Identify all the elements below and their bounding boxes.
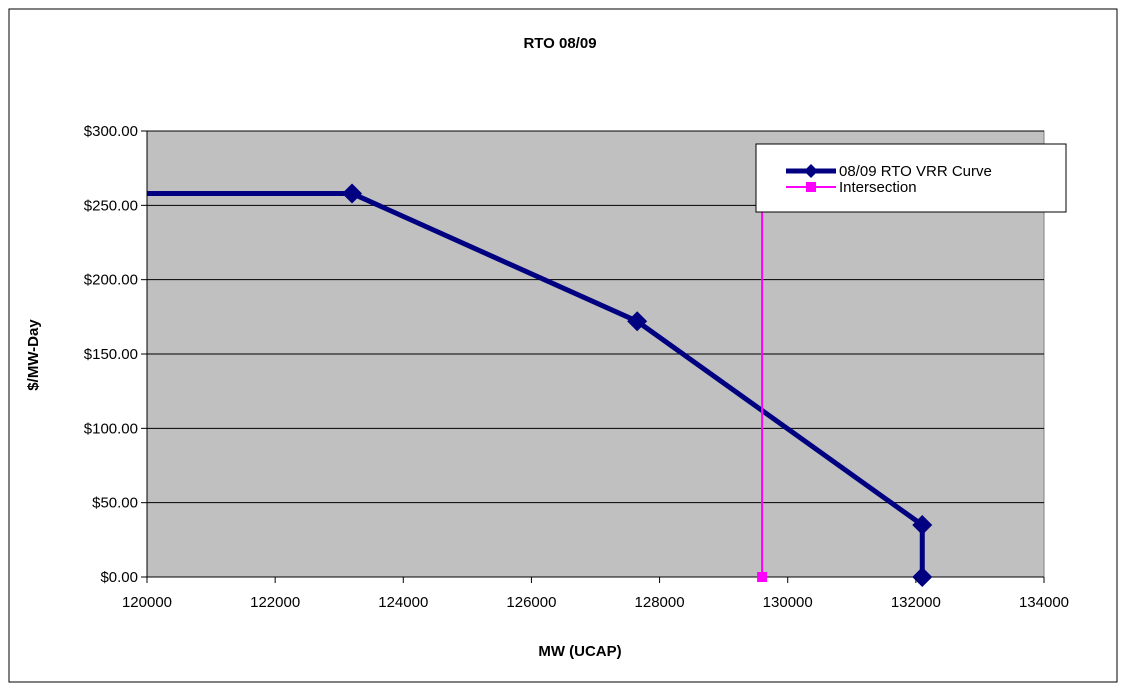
vrr-curve-point-2 bbox=[627, 311, 648, 332]
legend-label-intersection: Intersection bbox=[839, 179, 917, 196]
x-axis-ticks: 120000 122000 124000 126000 128000 130000 1320… bbox=[122, 577, 1069, 611]
legend-box bbox=[755, 143, 1067, 213]
y-tick-label-2: $100.00 bbox=[84, 420, 138, 437]
x-axis-title: MW (UCAP) bbox=[538, 643, 621, 660]
legend-label-vrr-curve: 08/09 RTO VRR Curve bbox=[839, 163, 992, 180]
y-tick-label-4: $200.00 bbox=[84, 272, 138, 289]
x-tick-label-6: 132000 bbox=[891, 594, 941, 611]
vrr-curve-point-4 bbox=[912, 567, 933, 587]
intersection-point-0 bbox=[757, 572, 768, 582]
x-tick-label-4: 128000 bbox=[635, 594, 685, 611]
y-axis-title: $/MW-Day bbox=[25, 319, 42, 391]
legend-marker-intersection bbox=[806, 182, 816, 192]
x-tick-label-0: 120000 bbox=[122, 594, 172, 611]
y-tick-label-1: $50.00 bbox=[92, 495, 138, 512]
x-tick-label-3: 126000 bbox=[506, 594, 556, 611]
chart-title: RTO 08/09 bbox=[523, 35, 596, 52]
vrr-curve-point-1 bbox=[342, 183, 363, 204]
x-tick-label-2: 124000 bbox=[378, 594, 428, 611]
x-tick-label-5: 130000 bbox=[763, 594, 813, 611]
y-tick-label-6: $300.00 bbox=[84, 123, 138, 140]
legend-marker-vrr-curve bbox=[804, 164, 818, 178]
vrr-curve-point-3 bbox=[912, 514, 933, 535]
x-tick-label-7: 134000 bbox=[1019, 594, 1069, 611]
x-tick-label-1: 122000 bbox=[250, 594, 300, 611]
y-axis-ticks: $0.00 $50.00 $100.00 $150.00 $200.00 $250.00 $… bbox=[84, 123, 147, 586]
y-tick-label-0: $0.00 bbox=[100, 569, 138, 586]
y-tick-label-5: $250.00 bbox=[84, 197, 138, 214]
y-tick-label-3: $150.00 bbox=[84, 346, 138, 363]
